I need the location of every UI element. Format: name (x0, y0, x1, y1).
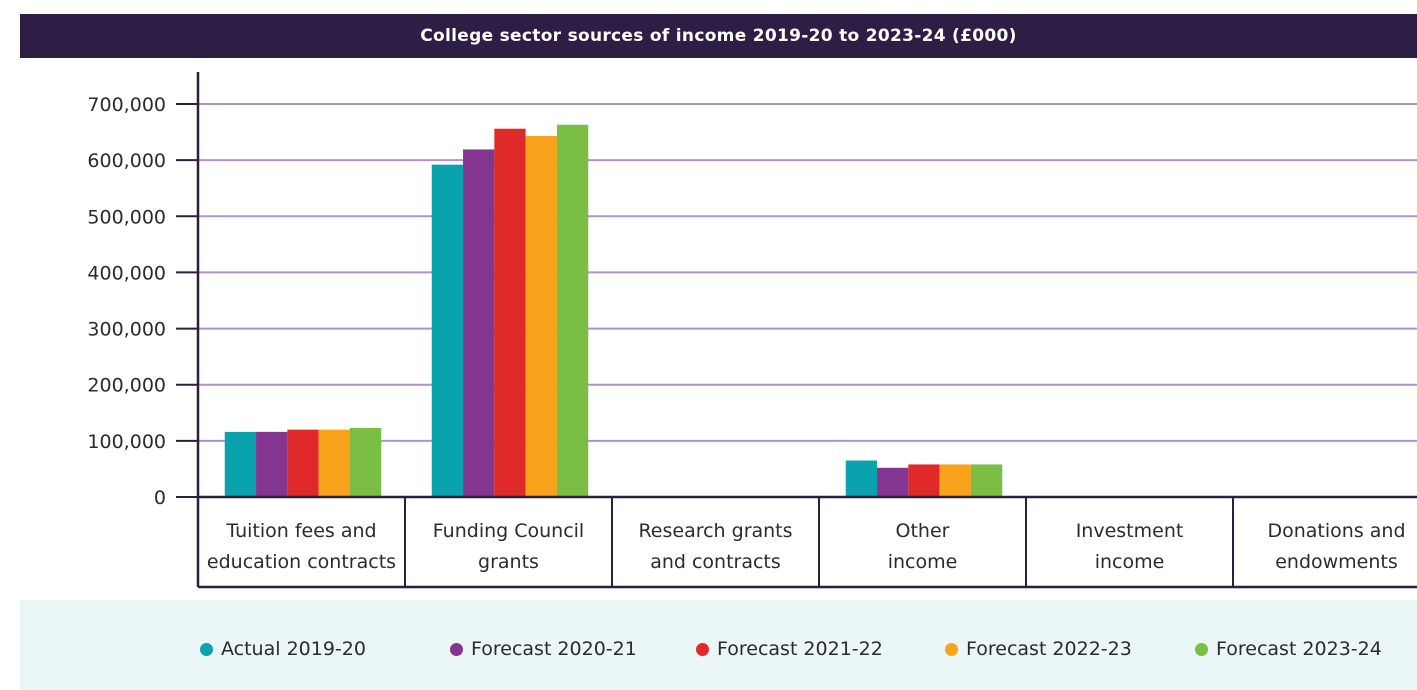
bar (224, 431, 257, 497)
category-label: Investment (1076, 520, 1184, 542)
bar (556, 124, 589, 497)
bar (256, 431, 288, 497)
legend-swatch (450, 642, 463, 656)
y-tick-label: 200,000 (87, 375, 166, 397)
legend-swatch (1195, 642, 1208, 656)
category-label: Other (896, 520, 950, 542)
legend-item: Forecast 2020-21 (450, 638, 637, 660)
category-label: income (888, 551, 958, 573)
y-tick-label: 700,000 (87, 94, 166, 116)
legend-label: Forecast 2023-24 (1216, 638, 1382, 660)
bar (845, 460, 878, 497)
bar (431, 164, 464, 498)
category-label: Donations and (1267, 520, 1405, 542)
y-tick-label: 100,000 (87, 431, 166, 453)
category-label: Tuition fees and (225, 520, 376, 542)
bar (349, 427, 382, 497)
category-label: and contracts (650, 551, 781, 573)
chart-title: College sector sources of income 2019-20… (20, 14, 1417, 58)
y-tick-label: 600,000 (87, 150, 166, 172)
bar (970, 464, 1003, 497)
legend-swatch (945, 642, 958, 656)
category-label: endowments (1275, 551, 1398, 573)
category-label: Research grants (638, 520, 792, 542)
y-tick-label: 0 (154, 487, 166, 509)
category-label: education contracts (207, 551, 396, 573)
bar (494, 128, 526, 497)
category-label: grants (478, 551, 539, 573)
legend-item: Forecast 2021-22 (696, 638, 883, 660)
bar (463, 149, 495, 497)
y-tick-label: 400,000 (87, 262, 166, 284)
category-label: income (1095, 551, 1165, 573)
legend-item: Forecast 2022-23 (945, 638, 1132, 660)
bar-chart: 0 100,000 200,000 300,000 400,000 500,000 600,… (87, 72, 1417, 589)
bar (908, 464, 940, 497)
legend-label: Forecast 2020-21 (471, 638, 637, 660)
bar (287, 429, 319, 497)
bar (877, 467, 909, 497)
bar (318, 429, 350, 497)
bar (939, 464, 971, 497)
bar (525, 136, 557, 497)
legend-label: Actual 2019-20 (221, 638, 366, 660)
y-tick-label: 300,000 (87, 319, 166, 341)
legend-item: Actual 2019-20 (200, 638, 366, 660)
legend-label: Forecast 2021-22 (717, 638, 883, 660)
legend-item: Forecast 2023-24 (1195, 638, 1382, 660)
legend-swatch (200, 642, 213, 656)
category-label: Funding Council (433, 520, 584, 542)
y-tick-label: 500,000 (87, 206, 166, 228)
legend-swatch (696, 642, 709, 656)
legend-label: Forecast 2022-23 (966, 638, 1132, 660)
legend: Actual 2019-20 Forecast 2020-21 Forecast 2… (20, 600, 1417, 690)
